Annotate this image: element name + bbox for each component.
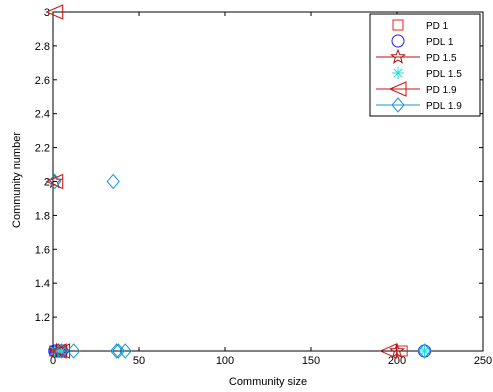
legend-entry: PDL 1 — [391, 34, 454, 48]
y-tick-label: 1.8 — [35, 210, 50, 222]
data-point-diamond — [106, 173, 120, 190]
legend-entry: PD 1.9 — [376, 81, 457, 97]
data-point-triangle — [379, 343, 397, 359]
y-tick-label: 2.6 — [35, 75, 50, 87]
data-point-star — [46, 173, 63, 189]
data-point-triangle — [388, 81, 407, 97]
data-point-diamond — [118, 343, 132, 359]
data-point-square — [392, 19, 404, 31]
legend-entry: PD 1 — [392, 19, 449, 32]
legend-entry: PDL 1.9 — [376, 97, 462, 113]
y-tick-label: 2 — [44, 177, 50, 189]
x-tick-label: 0 — [50, 355, 56, 367]
data-point-triangle — [52, 343, 71, 359]
legend: PD 1 PDL 1 PD 1.5 PDL 1.5 PD 1.9 PDL 1.9 — [369, 13, 481, 117]
y-tick-label: 3 — [44, 7, 50, 19]
legend-box — [369, 13, 481, 117]
data-marks — [45, 4, 432, 359]
data-point-asterisk — [55, 345, 68, 357]
data-point-asterisk — [418, 345, 431, 357]
series-pdl-1-9 — [48, 173, 432, 359]
legend-label: PDL 1.5 — [426, 69, 462, 80]
legend-label: PDL 1.9 — [426, 101, 462, 112]
y-tick-label: 2.2 — [35, 143, 50, 155]
data-point-triangle — [45, 173, 64, 190]
data-point-diamond — [391, 97, 405, 113]
y-axis-label: Community number — [11, 132, 23, 228]
data-point-diamond — [111, 343, 126, 359]
data-point-asterisk — [392, 67, 404, 79]
data-point-star — [389, 48, 407, 64]
x-axis-label: Community size — [229, 376, 307, 388]
x-tick-label: 150 — [302, 355, 320, 367]
data-point-circle — [391, 34, 405, 48]
data-point-square — [396, 345, 408, 357]
legend-label: PDL 1 — [426, 37, 454, 48]
data-point-star — [388, 342, 406, 358]
y-tick-label: 2.4 — [35, 109, 50, 121]
legend-entry: PDL 1.5 — [392, 67, 462, 80]
x-tick-label: 100 — [216, 355, 234, 367]
x-tick-label: 250 — [474, 355, 492, 367]
data-point-diamond — [66, 343, 81, 359]
legend-label: PD 1.5 — [426, 53, 457, 64]
x-tick-label: 50 — [133, 355, 145, 367]
data-point-diamond — [54, 343, 69, 359]
axis-ticks: 0 50 100 150 200 250 1.2 1.4 1.6 1.8 2 2.2 2.4 2.6 2.8… — [35, 7, 492, 367]
x-tick-label: 200 — [388, 355, 406, 367]
legend-entry: PD 1.5 — [376, 48, 457, 64]
y-tick-label: 1.4 — [35, 278, 50, 290]
y-tick-label: 2.8 — [35, 41, 50, 53]
legend-label: PD 1 — [426, 21, 449, 32]
data-point-diamond — [417, 343, 432, 359]
y-tick-label: 1.6 — [35, 244, 50, 256]
data-point-diamond — [48, 173, 62, 190]
legend-label: PD 1.9 — [426, 85, 457, 96]
data-point-triangle — [45, 4, 64, 20]
y-tick-label: 1.2 — [35, 312, 50, 324]
